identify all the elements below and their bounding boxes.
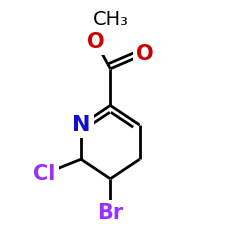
Text: CH₃: CH₃ xyxy=(92,10,128,29)
Text: O: O xyxy=(136,44,153,64)
Text: N: N xyxy=(72,115,90,135)
Text: O: O xyxy=(87,32,104,52)
Text: Cl: Cl xyxy=(33,164,56,184)
Text: Br: Br xyxy=(97,203,124,223)
